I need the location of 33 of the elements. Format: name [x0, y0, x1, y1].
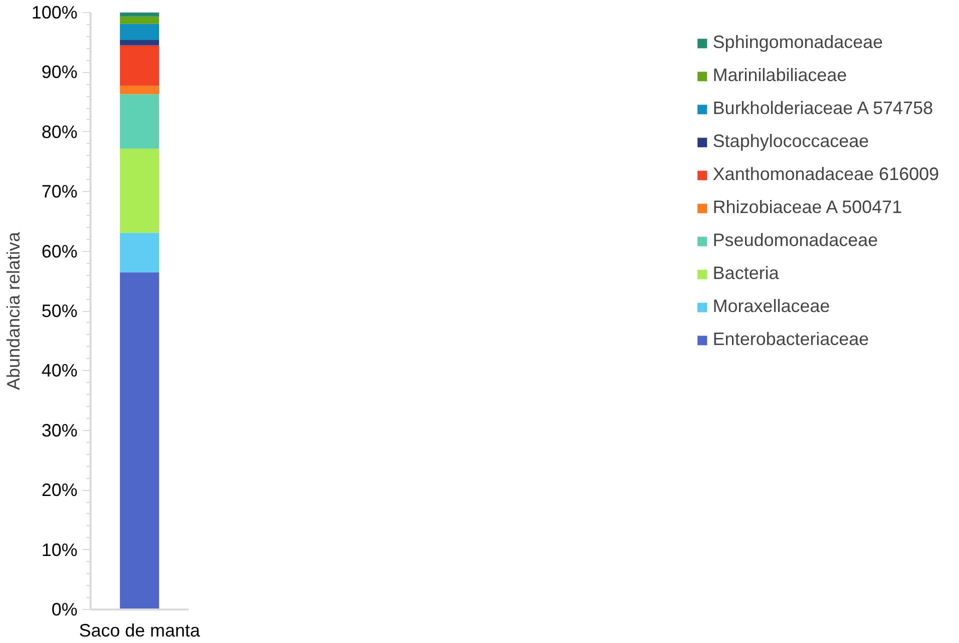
legend-label: Pseudomonadaceae — [712, 230, 878, 251]
y-tick-label: 30% — [41, 420, 78, 440]
legend-label: Xanthomonadaceae 616009 — [712, 164, 939, 185]
legend-label: Marinilabiliaceae — [712, 65, 847, 86]
y-tick-label: 20% — [41, 480, 78, 500]
legend-label: Staphylococcaceae — [712, 131, 869, 152]
y-tick-label: 60% — [41, 241, 78, 262]
bar — [120, 45, 160, 86]
legend-label: Rhizobiaceae A 500471 — [712, 197, 902, 218]
y-tick-label: 70% — [41, 182, 78, 202]
legend-label: Sphingomonadaceae — [712, 32, 883, 53]
y-axis-title: Abundancia relativa — [3, 230, 24, 390]
legend-label: Bacteria — [712, 263, 779, 284]
bar — [120, 40, 160, 46]
y-tick-label: 80% — [41, 122, 78, 142]
y-tick-label: 40% — [41, 360, 78, 381]
legend-label: Moraxellaceae — [712, 296, 830, 317]
bar — [120, 24, 160, 40]
bar — [120, 148, 160, 233]
y-tick-label: 90% — [41, 62, 78, 82]
bar — [120, 16, 160, 24]
bar — [120, 272, 160, 610]
bar — [120, 232, 160, 272]
bar — [120, 94, 160, 149]
bar — [120, 12, 160, 17]
y-tick-label: 100% — [31, 2, 78, 22]
y-tick-label: 10% — [41, 540, 78, 560]
y-tick-label: 50% — [41, 301, 78, 321]
legend-label: Enterobacteriaceae — [712, 329, 869, 350]
y-tick-label: 0% — [51, 600, 78, 620]
x-tick-label: Saco de manta — [78, 620, 202, 640]
bar — [120, 86, 160, 94]
legend-label: Burkholderiaceae A 574758 — [712, 98, 933, 119]
